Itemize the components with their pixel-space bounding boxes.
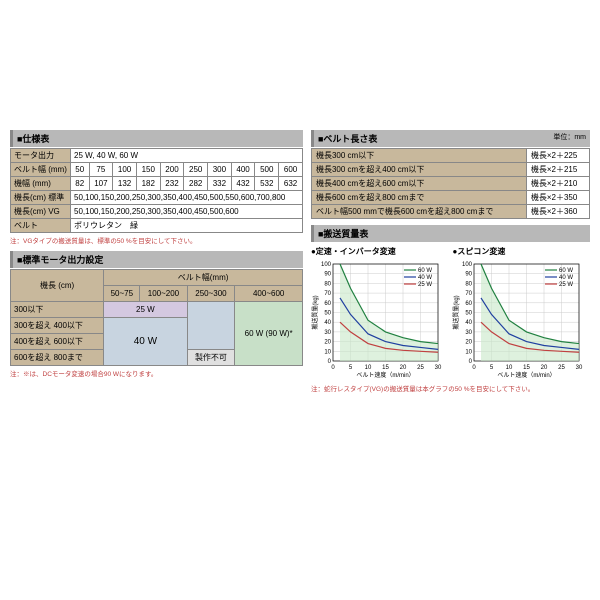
svg-text:ベルト速度（m/min）: ベルト速度（m/min） bbox=[356, 371, 414, 379]
svg-text:25: 25 bbox=[559, 365, 566, 371]
spec-title: ■仕様表 bbox=[10, 130, 303, 147]
svg-text:10: 10 bbox=[365, 365, 372, 371]
svg-text:0: 0 bbox=[331, 365, 335, 371]
svg-text:40: 40 bbox=[466, 320, 473, 326]
svg-text:50: 50 bbox=[466, 311, 473, 317]
motor-title: ■標準モータ出力設定 bbox=[10, 251, 303, 268]
svg-text:80: 80 bbox=[466, 281, 473, 287]
transport-note: 注：蛇行レスタイプ(VG)の搬送質量は本グラフの50 %を目安にして下さい。 bbox=[311, 383, 590, 393]
belt-table: 機長300 cm以下機長×2＋225機長300 cmを超え400 cm以下機長×… bbox=[311, 148, 590, 219]
svg-text:搬送質量(kg): 搬送質量(kg) bbox=[452, 295, 460, 329]
svg-text:30: 30 bbox=[324, 330, 331, 336]
svg-text:15: 15 bbox=[524, 365, 531, 371]
svg-text:20: 20 bbox=[466, 340, 473, 346]
svg-text:30: 30 bbox=[576, 365, 583, 371]
chart-inverter: ●定速・インバータ変速 0102030405060708090100051015… bbox=[311, 246, 449, 381]
svg-text:5: 5 bbox=[490, 365, 494, 371]
svg-text:90: 90 bbox=[324, 272, 331, 278]
svg-text:100: 100 bbox=[321, 262, 332, 268]
svg-text:50: 50 bbox=[324, 311, 331, 317]
svg-text:20: 20 bbox=[400, 365, 407, 371]
chart-speedcon: ●スピコン変速 01020304050607080901000510152025… bbox=[452, 246, 590, 381]
svg-text:60 W: 60 W bbox=[418, 268, 432, 274]
motor-table: 機長 (cm)ベルト幅(mm) 50~75100~200250~300400~6… bbox=[10, 269, 303, 366]
svg-text:30: 30 bbox=[435, 365, 442, 371]
svg-text:0: 0 bbox=[473, 365, 477, 371]
svg-text:25 W: 25 W bbox=[418, 282, 432, 288]
svg-text:5: 5 bbox=[349, 365, 353, 371]
svg-text:60 W: 60 W bbox=[559, 268, 573, 274]
svg-text:40: 40 bbox=[324, 320, 331, 326]
svg-text:20: 20 bbox=[541, 365, 548, 371]
svg-text:70: 70 bbox=[466, 291, 473, 297]
svg-text:10: 10 bbox=[324, 349, 331, 355]
belt-title: ■ベルト長さ表単位：mm bbox=[311, 130, 590, 147]
svg-text:80: 80 bbox=[324, 281, 331, 287]
svg-text:40 W: 40 W bbox=[418, 275, 432, 281]
svg-text:60: 60 bbox=[324, 301, 331, 307]
svg-text:90: 90 bbox=[466, 272, 473, 278]
spec-note: 注：VGタイプの搬送質量は、標準の50 %を目安にして下さい。 bbox=[10, 235, 303, 245]
motor-note: 注：※は、DCモータ変速の場合90 Wになります。 bbox=[10, 368, 303, 378]
svg-text:60: 60 bbox=[466, 301, 473, 307]
transport-title: ■搬送質量表 bbox=[311, 225, 590, 242]
svg-text:30: 30 bbox=[466, 330, 473, 336]
svg-text:15: 15 bbox=[382, 365, 389, 371]
svg-text:ベルト速度（m/min）: ベルト速度（m/min） bbox=[498, 371, 556, 379]
svg-text:40 W: 40 W bbox=[559, 275, 573, 281]
svg-text:10: 10 bbox=[506, 365, 513, 371]
svg-text:搬送質量(kg): 搬送質量(kg) bbox=[311, 295, 319, 329]
svg-text:100: 100 bbox=[462, 262, 473, 268]
svg-text:20: 20 bbox=[324, 340, 331, 346]
svg-text:25 W: 25 W bbox=[559, 282, 573, 288]
spec-table: モータ出力25 W, 40 W, 60 Wベルト幅 (mm)5075100150… bbox=[10, 148, 303, 233]
svg-text:10: 10 bbox=[466, 349, 473, 355]
svg-text:25: 25 bbox=[417, 365, 424, 371]
svg-text:70: 70 bbox=[324, 291, 331, 297]
